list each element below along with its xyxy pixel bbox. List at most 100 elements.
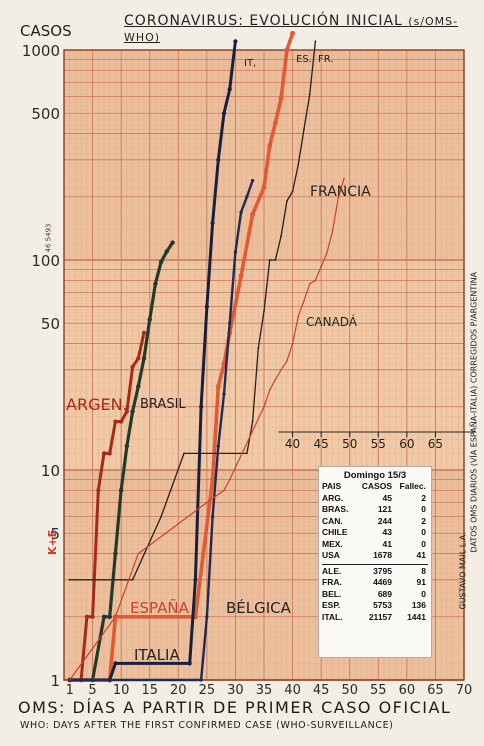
data-point <box>285 200 288 202</box>
series-label: FRANCIA <box>310 184 371 200</box>
data-point <box>274 378 277 381</box>
data-point <box>215 383 221 389</box>
data-point <box>286 360 288 362</box>
data-point <box>107 614 112 620</box>
data-point <box>303 128 305 131</box>
data-point <box>308 93 311 96</box>
table-cell: 45 <box>382 492 392 503</box>
data-point <box>114 615 117 618</box>
inset-tick-label: 60 <box>399 437 414 451</box>
data-point <box>136 356 141 361</box>
data-point <box>280 235 283 237</box>
x-tick-label: 60 <box>399 683 416 698</box>
data-point <box>160 515 163 518</box>
data-point <box>245 195 249 199</box>
table-cell: 0 <box>421 527 426 537</box>
data-point <box>314 279 317 282</box>
inset-tick-label: 45 <box>314 437 329 451</box>
data-point <box>216 444 220 448</box>
x-tick-label: 50 <box>341 683 358 698</box>
table-cell: 2 <box>421 515 426 526</box>
table-cell: 3795 <box>373 565 392 576</box>
x-tick-label: 15 <box>141 683 158 698</box>
data-point <box>291 190 294 193</box>
x-tick-label: 1 <box>66 683 74 698</box>
data-point <box>210 477 216 483</box>
data-point <box>250 178 255 183</box>
data-point <box>274 259 277 261</box>
y-axis-label: CASOS <box>20 22 72 40</box>
table-row: ESP. 5753 136 <box>319 600 431 612</box>
table-cell: 0 <box>421 504 426 514</box>
data-point <box>205 615 209 619</box>
data-point <box>291 342 294 345</box>
chart-title-note: (s/OMS-WHO) <box>124 15 459 44</box>
data-point <box>153 281 158 287</box>
data-point <box>130 409 135 414</box>
table-row: BEL. 689 0 <box>319 589 431 601</box>
data-point <box>233 39 238 44</box>
table-title: Domingo 15/3 <box>343 470 407 481</box>
data-point <box>101 451 107 456</box>
data-point <box>308 282 311 285</box>
table-cell: 136 <box>411 600 426 610</box>
data-point <box>193 577 198 582</box>
data-point <box>290 30 296 36</box>
table-cell: 91 <box>416 577 426 587</box>
table-cell: 689 <box>377 588 392 599</box>
x-tick-label: 35 <box>256 683 273 698</box>
data-point <box>113 419 118 424</box>
table-row: CAN. 244 2 <box>319 516 431 528</box>
data-point <box>199 404 204 409</box>
series-label: CANADÁ <box>306 314 358 329</box>
data-point <box>320 265 322 268</box>
table-cell: 41 <box>382 538 392 549</box>
y-tick-label: 100 <box>31 252 60 270</box>
x-tick-label: 40 <box>284 683 301 698</box>
table-cell: 21157 <box>368 611 392 622</box>
data-point <box>68 578 71 581</box>
x-tick-label: 65 <box>427 683 444 698</box>
table-row: ALE. 3795 8 <box>319 566 431 578</box>
data-point <box>250 211 256 217</box>
data-point <box>245 452 248 455</box>
table-cell: CHILE <box>322 527 348 537</box>
data-point <box>238 273 244 279</box>
inset-tick-label: 65 <box>428 437 443 451</box>
data-point <box>239 210 243 214</box>
series-line <box>67 31 295 682</box>
table-cell: ITAL. <box>322 611 343 622</box>
table-cell: MEX. <box>322 538 343 549</box>
x-tick-label: 5 <box>88 683 96 698</box>
table-cell: CAN. <box>322 515 343 526</box>
data-point <box>278 95 284 101</box>
data-point <box>141 356 147 361</box>
cases-table: Domingo 15/3 PAIS CASOS Fallec. ARG. 45 2 B… <box>318 466 432 658</box>
paper-code: 46 5493 <box>44 223 53 253</box>
data-point <box>113 551 118 556</box>
data-point <box>84 614 89 619</box>
data-point <box>124 443 130 449</box>
x-tick-label: 10 <box>113 683 130 698</box>
table-cell: FRA. <box>322 577 342 587</box>
table-cell: 0 <box>421 538 426 549</box>
data-point <box>164 249 170 254</box>
data-point <box>141 330 147 335</box>
y-tick-label: 1000 <box>22 42 60 60</box>
y-tick-label: 5 <box>50 525 60 543</box>
data-point <box>228 321 232 325</box>
table-cell: ALE. <box>322 565 342 576</box>
data-point <box>303 299 305 302</box>
table-cell: 41 <box>416 550 426 560</box>
series-label: ARGEN. <box>66 395 128 414</box>
x-tick-label: 30 <box>227 683 244 698</box>
table-cell: 43 <box>382 527 392 537</box>
data-lines <box>67 30 345 683</box>
series-label: BRASIL <box>140 397 186 412</box>
x-tick-label: 45 <box>313 683 330 698</box>
data-point <box>206 501 208 504</box>
data-point <box>223 489 225 492</box>
table-cell: BRAS. <box>322 504 349 514</box>
table-cell: 1678 <box>373 550 392 560</box>
